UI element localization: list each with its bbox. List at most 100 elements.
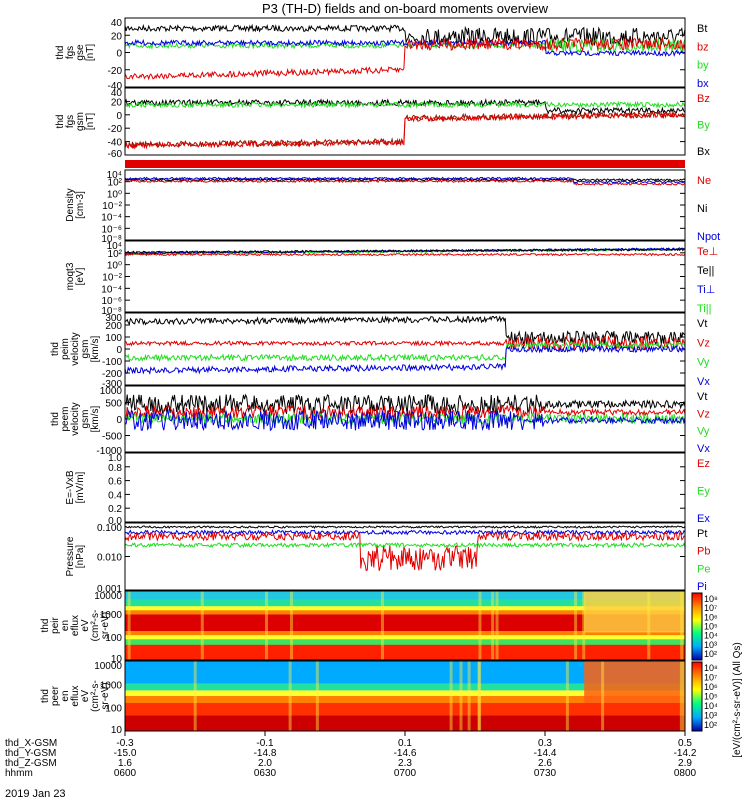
panel-ylabel: thd [40, 619, 51, 633]
panel-ylabel: gsm [80, 340, 91, 359]
colorbar-tick: 10³ [704, 711, 717, 721]
spectrogram-band [647, 591, 651, 660]
series-red [125, 403, 685, 421]
y-tick-label: 10000 [94, 591, 122, 602]
date-label: 2019 Jan 23 [5, 788, 66, 800]
legend-Ti⊥: Ti⊥ [697, 284, 715, 296]
spectrogram-band [459, 661, 463, 731]
y-tick-label: 100 [105, 333, 122, 344]
legend-Vx: Vx [697, 443, 710, 455]
panel-ylabel: [km/s] [90, 405, 101, 432]
y-tick-label: 1000 [100, 386, 123, 397]
plot-lines [125, 247, 685, 257]
panel-ylabel: [nT] [85, 113, 96, 130]
panel-frame [124, 17, 686, 88]
panel-ylabel: thd [40, 689, 51, 703]
y-tick-label: -200 [102, 369, 122, 380]
panel-ylabel: Density [65, 188, 76, 221]
y-tick-label: 10⁰ [107, 261, 122, 272]
panel-fgs-gse: thd fgs gse [nT] 40 20 0 -20 -40 Bt bz by bx [55, 17, 709, 92]
panel-ylabel: (cm²-s- [90, 610, 101, 642]
y-tick-label: 0.001 [97, 584, 122, 595]
panel-ylabel: fgs [65, 46, 76, 59]
colorbar-tick: 10⁸ [704, 594, 718, 604]
legend-Vt: Vt [697, 391, 707, 403]
panel-ylabel: gsm [75, 112, 86, 131]
series-green [125, 100, 685, 110]
colorbar-tick: 10⁴ [704, 701, 718, 711]
panel-peer-spectrogram: thd peer en eflux eV (cm²-s-sr-eV) 10000 1000 10… [40, 660, 686, 736]
y-tick-label: -20 [108, 124, 123, 135]
y-tick-label: 10⁻² [102, 273, 122, 284]
xaxis-value: -0.3 [116, 738, 134, 749]
colorbar-tick: 10⁶ [704, 612, 718, 622]
panel-ylabel: thd [55, 46, 66, 60]
series-red [125, 36, 685, 81]
xaxis-value: 0630 [254, 768, 277, 779]
series-blue [125, 176, 685, 184]
panel-ylabel: sr-eV) [100, 682, 111, 709]
y-tick-label: 200 [105, 321, 122, 332]
y-tick-label: 1.0 [108, 453, 122, 464]
series-black [125, 248, 685, 255]
legend-Ne: Ne [697, 175, 711, 187]
panel-ylabel: [eV] [75, 267, 86, 285]
y-tick-label: 10 [111, 725, 123, 736]
legend-Pt: Pt [697, 528, 707, 540]
y-tick-label: 1000 [100, 610, 123, 621]
legend-Vt: Vt [697, 318, 707, 330]
panel-ylabel: peer [50, 685, 61, 706]
panel-ylabel: peem [60, 406, 71, 431]
xaxis-value: 0.1 [398, 738, 412, 749]
y-tick-label: 10⁻⁴ [101, 213, 122, 224]
y-tick-label: 0.010 [97, 553, 122, 564]
plot-lines [125, 97, 685, 150]
xaxis-value: -15.0 [114, 748, 137, 759]
y-tick-label: -1000 [96, 446, 122, 457]
series-black [125, 525, 685, 529]
y-tick-label: 100 [105, 704, 122, 715]
legend-Vz: Vz [697, 408, 710, 420]
spectrogram-band [125, 591, 685, 600]
y-tick-label: -60 [108, 149, 123, 160]
y-tick-label: 10² [108, 249, 123, 260]
panel-ylabel: thd [55, 115, 66, 129]
panel-ylabel: eflux [70, 615, 81, 636]
y-tick-label: 0 [116, 49, 122, 60]
legend-Pi: Pi [697, 581, 707, 593]
colorbar-tick: 10² [704, 720, 717, 730]
legend-Pb: Pb [697, 546, 710, 558]
spectrogram-band [125, 644, 685, 661]
y-tick-label: 20 [111, 31, 123, 42]
series-blue [125, 38, 685, 58]
spectrogram-band [467, 661, 471, 731]
series-green [125, 541, 685, 549]
panel-ylabel: en [60, 690, 71, 701]
legend-Bx: Bx [697, 146, 710, 158]
y-tick-label: 10 [111, 654, 123, 665]
colorbar-tick: 10⁸ [704, 663, 718, 673]
legend-Vy: Vy [697, 357, 710, 369]
y-tick-label: -300 [102, 379, 122, 390]
legend-Vy: Vy [697, 426, 710, 438]
y-tick-label: 10000 [94, 661, 122, 672]
panel-frame [124, 590, 686, 661]
spectrogram-band [288, 661, 292, 731]
series-black [125, 314, 685, 346]
xaxis-row-label: thd_Y-GSM [5, 748, 56, 759]
y-tick-label: -40 [108, 138, 123, 149]
spectrogram-band [125, 631, 685, 636]
spectrogram-band [601, 661, 605, 731]
panel-frame [124, 312, 686, 386]
xaxis-value: 0730 [534, 768, 557, 779]
xaxis-value: 2.6 [538, 758, 552, 769]
series-green [125, 37, 685, 54]
xaxis-value: 2.0 [258, 758, 272, 769]
panel-ylabel: peim [60, 338, 71, 360]
panel-ylabel: (cm²-s- [90, 680, 101, 712]
panel-peem-velocity: thd peem velocity gsm [km/s] 1000 500 0 -500 -100… [50, 385, 710, 457]
legend-Te||: Te|| [697, 265, 714, 277]
panel-ylabel: [nPa] [75, 545, 86, 569]
panel-ylabel: eflux [70, 685, 81, 706]
panel-ylabel: [mV/m] [75, 471, 86, 503]
